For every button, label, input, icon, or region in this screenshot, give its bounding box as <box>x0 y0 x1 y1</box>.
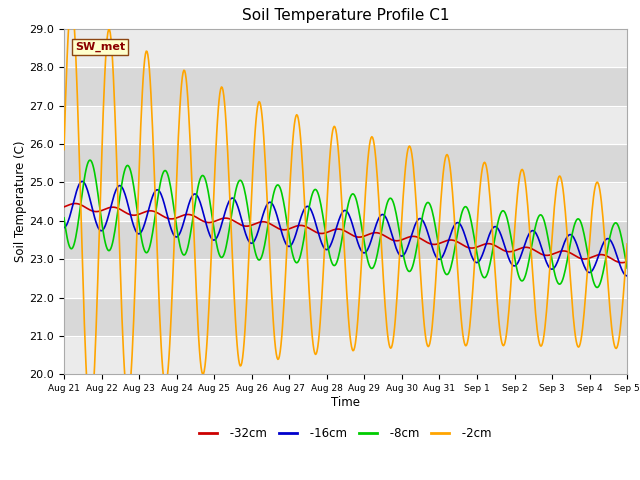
Title: Soil Temperature Profile C1: Soil Temperature Profile C1 <box>242 9 449 24</box>
Bar <box>64 144 627 182</box>
Bar <box>64 67 627 106</box>
Bar <box>64 221 627 259</box>
X-axis label: Time: Time <box>331 396 360 409</box>
Bar <box>64 298 627 336</box>
Legend:  -32cm,  -16cm,  -8cm,  -2cm: -32cm, -16cm, -8cm, -2cm <box>195 422 497 444</box>
Y-axis label: Soil Temperature (C): Soil Temperature (C) <box>13 141 27 263</box>
Bar <box>64 106 627 144</box>
Bar <box>64 336 627 374</box>
Bar <box>64 29 627 67</box>
Bar <box>64 259 627 298</box>
Bar <box>64 182 627 221</box>
Text: SW_met: SW_met <box>76 42 125 52</box>
